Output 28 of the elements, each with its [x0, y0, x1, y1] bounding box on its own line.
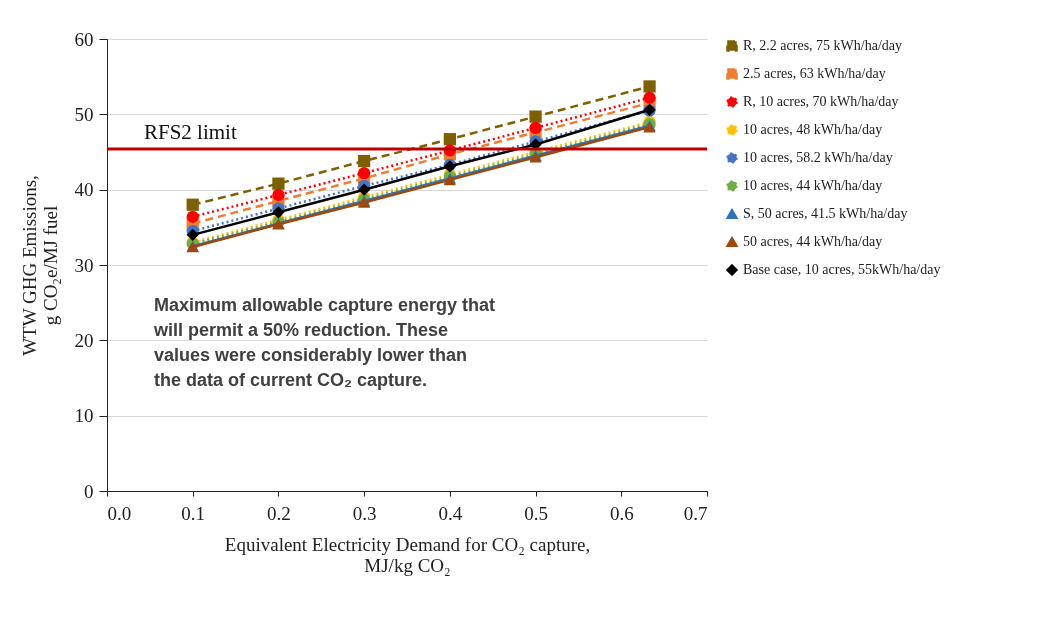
x-tick-label: 0.0: [107, 502, 132, 524]
x-tick-label: 0.2: [267, 502, 291, 524]
annotation: Maximum allowable capture energy that will permit a 50% reduction. These values were considerably lower than the data of current CO₂ capture.: [153, 295, 496, 390]
x-axis-title: Equivalent Electricity Demand for CO₂ capture, MJ/kg CO₂: [224, 533, 591, 576]
legend-label: Base case, 10 acres, 55kWh/ha/day: [743, 262, 941, 277]
legend-label: 50 acres, 44 kWh/ha/day: [743, 234, 883, 249]
x-tick-label: 0.7: [683, 502, 708, 524]
legend-label: 2.5 acres, 63 kWh/ha/day: [743, 66, 886, 81]
x-tick-label: 0.6: [609, 502, 634, 524]
y-tick-label: 30: [74, 254, 94, 276]
legend-label: S, 50 acres, 41.5 kWh/ha/day: [743, 206, 908, 221]
x-tick-label: 0.3: [352, 502, 377, 524]
legend-label: R, 10 acres, 70 kWh/ha/day: [743, 94, 899, 109]
y-tick-label: 40: [74, 179, 94, 201]
x-tick-label: 0.5: [524, 502, 548, 524]
ref-line-label: RFS2 limit: [144, 119, 237, 144]
y-tick-label: 60: [74, 28, 94, 50]
y-tick-label: 10: [74, 405, 94, 427]
y-tick-label: 20: [74, 329, 94, 351]
x-tick-label: 0.4: [438, 502, 463, 524]
legend-label: 10 acres, 44 kWh/ha/day: [743, 178, 883, 193]
legend-label: R, 2.2 acres, 75 kWh/ha/day: [743, 38, 903, 53]
y-tick-label: 0: [84, 480, 94, 502]
y-axis-title: WTW GHG Emissions, g CO₂e/MJ fuel: [18, 175, 61, 356]
legend-label: 10 acres, 48 kWh/ha/day: [743, 122, 883, 137]
y-tick-label: 50: [74, 103, 94, 125]
x-tick-label: 0.1: [181, 502, 206, 524]
legend-label: 10 acres, 58.2 kWh/ha/day: [743, 150, 893, 165]
